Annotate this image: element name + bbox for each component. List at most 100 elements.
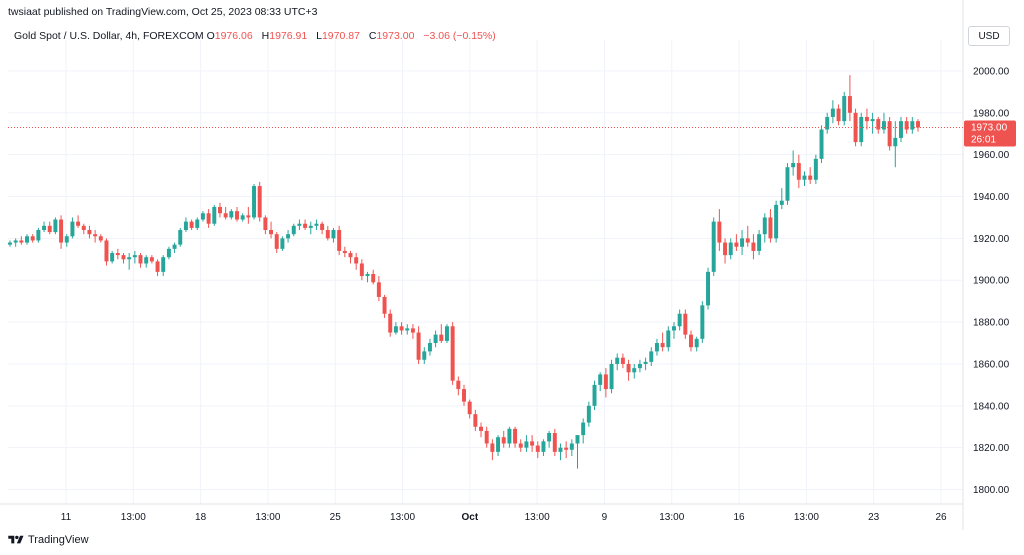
candle-body: [303, 223, 308, 228]
candle-body: [325, 230, 330, 239]
candle: [751, 234, 756, 260]
candle: [734, 234, 739, 251]
candle: [178, 227, 183, 247]
candle-body: [444, 326, 449, 341]
candle: [689, 330, 693, 352]
candle-body: [399, 326, 404, 331]
candle-body: [813, 158, 818, 180]
candle: [98, 234, 103, 243]
candle-body: [320, 223, 325, 230]
candle: [768, 209, 773, 243]
candle: [189, 219, 194, 230]
tradingview-brand: TradingView: [28, 534, 89, 546]
close-label: C: [368, 30, 377, 42]
candle: [183, 217, 188, 233]
candle-body: [291, 225, 296, 235]
candle: [59, 215, 64, 249]
candle: [127, 253, 132, 270]
candle-body: [791, 163, 796, 168]
candle: [393, 322, 398, 335]
candle: [269, 221, 274, 239]
candle: [479, 422, 484, 438]
symbol-legend: Gold Spot / U.S. Dollar, 4h, FOREXCOM O1…: [14, 30, 502, 42]
candle: [410, 324, 415, 339]
candle-body: [81, 225, 86, 230]
candle: [388, 309, 393, 337]
candle-body: [768, 217, 773, 239]
candle: [53, 217, 58, 235]
candle: [308, 221, 313, 235]
candle: [433, 330, 438, 348]
time-tick-label: Oct: [462, 512, 479, 523]
candle: [47, 221, 52, 235]
time-axis: 11 13:00 18 13:00 25 13:00 Oct 13:00 9 13:00 16 13:…: [0, 503, 963, 523]
open-value: 1976.06: [214, 30, 253, 42]
candle: [325, 225, 330, 241]
tradingview-logo[interactable]: TradingView: [8, 534, 89, 546]
candle: [331, 227, 336, 243]
candle-body: [586, 405, 591, 423]
candle: [836, 104, 841, 126]
candle-body: [314, 223, 319, 226]
low-value: 1970.87: [321, 30, 360, 42]
candle-body: [513, 428, 518, 444]
candle-body: [331, 230, 336, 239]
candle-body: [524, 441, 529, 448]
candle: [456, 376, 461, 396]
candle-body: [898, 121, 903, 138]
candle: [552, 428, 557, 457]
candle-body: [910, 121, 915, 130]
candle: [881, 112, 886, 134]
candle: [791, 150, 796, 176]
candle-body: [751, 242, 756, 251]
candlestick-series: [8, 75, 920, 469]
candle: [235, 206, 239, 222]
candle: [518, 439, 523, 452]
candle-body: [598, 374, 603, 385]
candle-body: [785, 167, 790, 201]
time-tick-label: 23: [868, 512, 880, 523]
candle-body: [178, 230, 183, 245]
candle: [796, 154, 801, 189]
currency-button[interactable]: USD: [968, 26, 1010, 46]
candle-body: [217, 206, 222, 214]
candle: [717, 209, 722, 251]
candle-body: [70, 221, 75, 237]
candle: [359, 259, 364, 281]
candle: [427, 338, 432, 356]
candle: [864, 108, 869, 130]
candle-body: [64, 236, 69, 243]
candle: [144, 255, 149, 268]
candle: [910, 116, 915, 134]
candle: [337, 225, 342, 256]
candle-body: [643, 361, 648, 364]
candle-body: [427, 343, 432, 352]
candle-body: [558, 447, 563, 452]
close-value: 1973.00: [376, 30, 415, 42]
candle-body: [774, 204, 779, 239]
candle: [530, 435, 535, 452]
candle-body: [212, 206, 217, 224]
price-tick-label: 1980.00: [973, 108, 1010, 119]
candle: [303, 219, 308, 230]
candle-body: [376, 282, 381, 297]
candle: [683, 309, 688, 339]
candle-body: [870, 119, 875, 122]
candle: [274, 232, 279, 254]
candle: [450, 322, 455, 385]
candle-body: [683, 313, 688, 335]
candle: [217, 202, 222, 218]
high-label: H: [261, 30, 270, 42]
candle: [842, 91, 847, 126]
candle: [535, 441, 540, 459]
candle-body: [757, 234, 762, 251]
candle-body: [876, 119, 881, 130]
candle-body: [762, 217, 767, 235]
candle-body: [416, 332, 421, 360]
candle-body: [53, 219, 58, 233]
candle: [25, 234, 30, 245]
candle-body: [796, 163, 801, 180]
candle-body: [450, 326, 455, 381]
candle-body: [87, 230, 92, 235]
